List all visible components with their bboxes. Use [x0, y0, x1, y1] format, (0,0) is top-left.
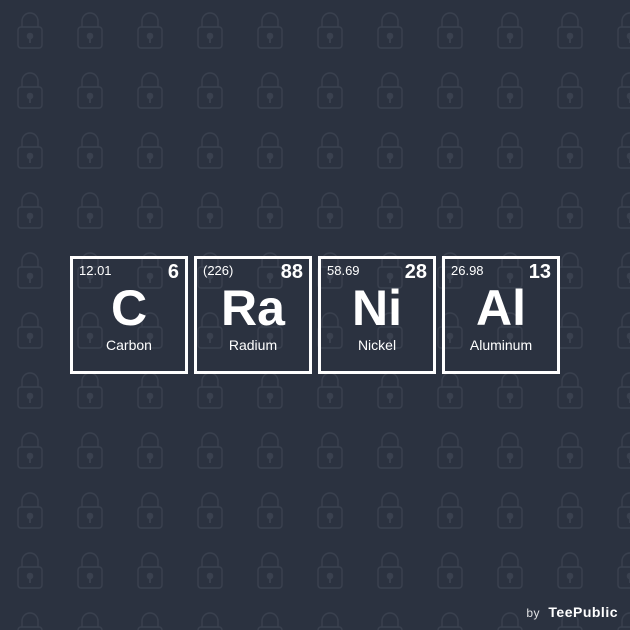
element-name: Carbon [106, 337, 152, 353]
atomic-number: 6 [168, 261, 179, 284]
element-symbol: C [111, 283, 147, 333]
attribution-prefix: by [526, 606, 540, 620]
center-stage: 12.01 6 C Carbon (226) 88 Ra Radium 58.6… [0, 0, 630, 630]
atomic-mass: 58.69 [327, 263, 360, 278]
element-strip: 12.01 6 C Carbon (226) 88 Ra Radium 58.6… [70, 256, 560, 374]
element-tile: 58.69 28 Ni Nickel [318, 256, 436, 374]
atomic-number: 28 [405, 261, 427, 284]
element-name: Aluminum [470, 337, 532, 353]
element-tile: 26.98 13 Al Aluminum [442, 256, 560, 374]
element-symbol: Al [476, 283, 526, 333]
attribution: by TeePublic [526, 604, 618, 620]
element-symbol: Ra [221, 283, 285, 333]
atomic-mass: 12.01 [79, 263, 112, 278]
atomic-mass: 26.98 [451, 263, 484, 278]
atomic-number: 88 [281, 261, 303, 284]
element-tile: 12.01 6 C Carbon [70, 256, 188, 374]
element-name: Nickel [358, 337, 396, 353]
element-name: Radium [229, 337, 277, 353]
atomic-number: 13 [529, 261, 551, 284]
element-tile: (226) 88 Ra Radium [194, 256, 312, 374]
attribution-brand: TeePublic [548, 604, 618, 620]
atomic-mass: (226) [203, 263, 233, 278]
element-symbol: Ni [352, 283, 402, 333]
